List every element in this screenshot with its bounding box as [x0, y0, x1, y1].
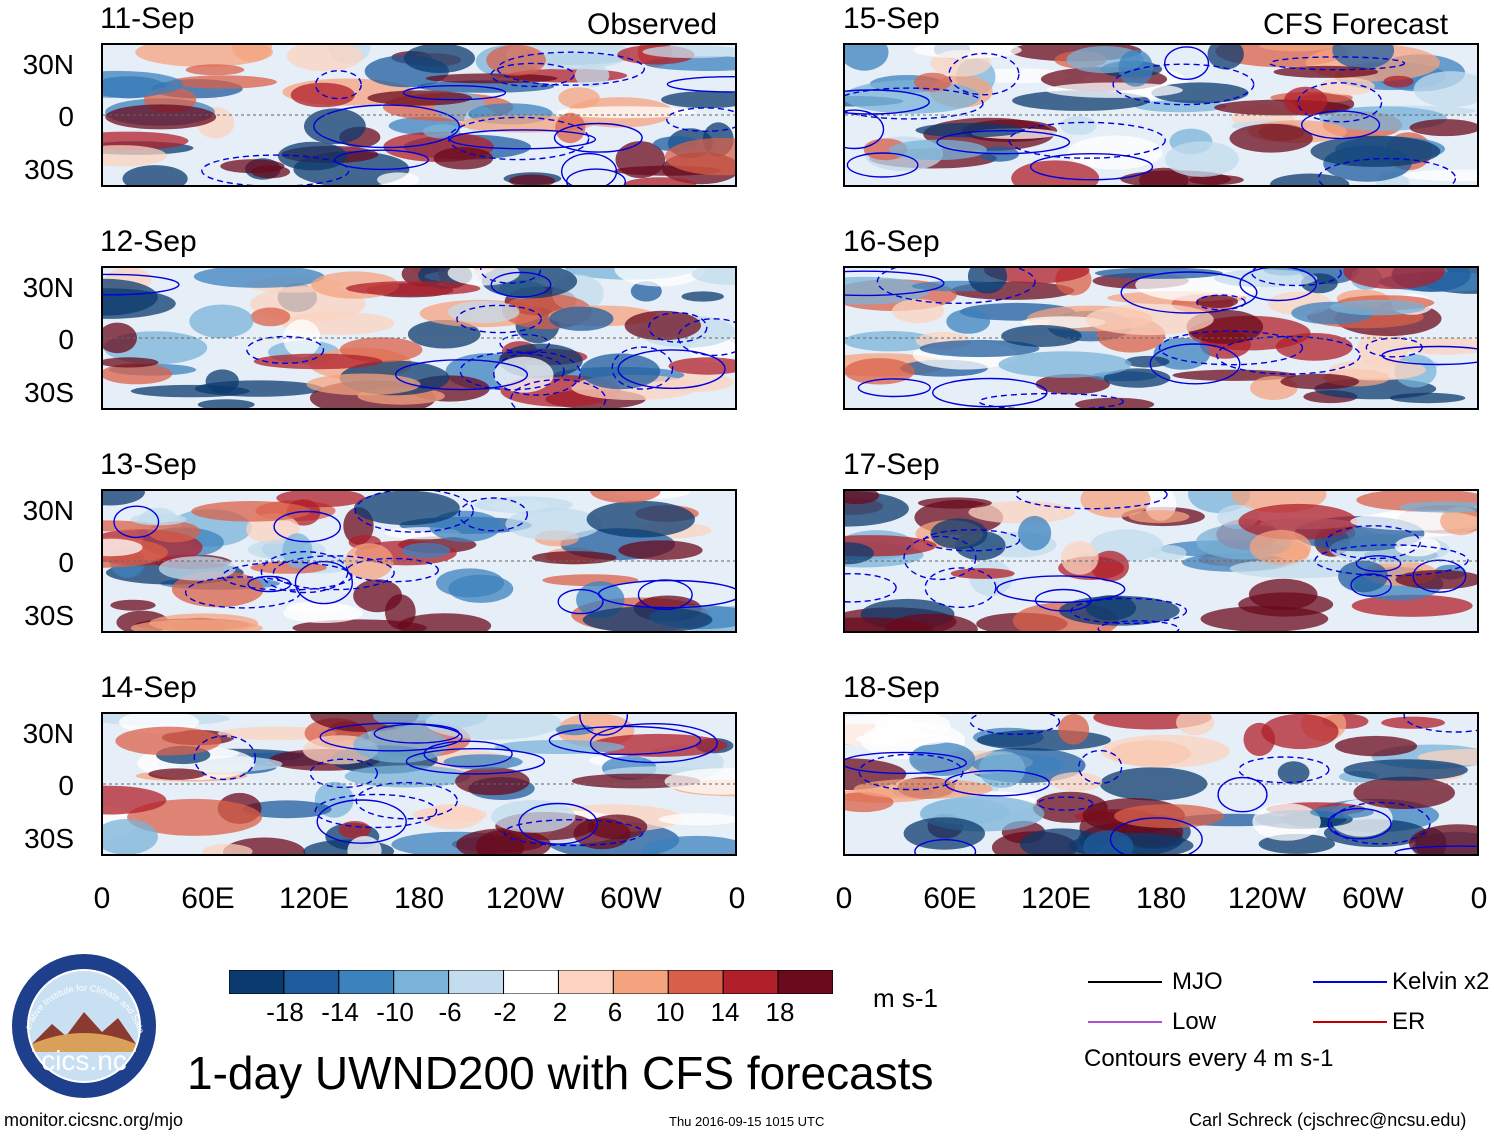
map-panel-fc-2: [843, 266, 1479, 410]
colorbar-tick: -14: [321, 997, 359, 1027]
footer-timestamp: Thu 2016-09-15 1015 UTC: [669, 1114, 825, 1129]
map-panel-obs-3: [101, 489, 737, 633]
lon-label: 0: [93, 882, 111, 915]
lat-label-30s: 30S: [24, 154, 74, 185]
legend-er: ER: [1392, 1008, 1426, 1035]
main-title: 1-day UWND200 with CFS forecasts: [187, 1047, 934, 1099]
obs-date-2: 12-Sep: [100, 225, 197, 258]
lon-label: 0: [1470, 882, 1488, 915]
map-panel-obs-1: [101, 43, 737, 187]
colorbar-swatch: [338, 969, 395, 995]
lat-label-eq: 0: [58, 547, 74, 578]
colorbar-tick: 14: [710, 997, 740, 1027]
lat-label-30n: 30N: [22, 272, 74, 303]
legend-low-line: [1088, 1021, 1162, 1023]
colorbar-tick: -10: [376, 997, 414, 1027]
colorbar-tick: -2: [493, 997, 517, 1027]
lat-label-30s: 30S: [24, 600, 74, 631]
lat-label-30n: 30N: [22, 495, 74, 526]
lat-label-eq: 0: [58, 101, 74, 132]
colorbar-swatch: [393, 969, 450, 995]
colorbar-tick: 18: [765, 997, 795, 1027]
colorbar-tick: -18: [266, 997, 304, 1027]
lon-label: 120E: [278, 882, 350, 915]
lat-label-eq: 0: [58, 324, 74, 355]
lon-label: 60W: [600, 882, 662, 915]
colorbar-swatch: [612, 969, 669, 995]
map-panel-obs-4: [101, 712, 737, 856]
lon-label: 120W: [1227, 882, 1307, 915]
logo-text: cics.nc: [41, 1045, 127, 1076]
lat-label-eq: 0: [58, 770, 74, 801]
forecast-header: CFS Forecast: [1263, 8, 1449, 41]
lat-label-30s: 30S: [24, 823, 74, 854]
colorbar-swatch: [228, 969, 285, 995]
lat-label-30n: 30N: [22, 49, 74, 80]
map-panel-obs-2: [101, 266, 737, 410]
obs-date-4: 14-Sep: [100, 671, 197, 704]
legend-contour-note: Contours every 4 m s-1: [1084, 1045, 1334, 1072]
lon-label: 60W: [1342, 882, 1404, 915]
fc-date-1: 15-Sep: [843, 2, 940, 35]
colorbar-tick: -6: [438, 997, 462, 1027]
fc-date-2: 16-Sep: [843, 225, 940, 258]
legend-low: Low: [1172, 1008, 1217, 1035]
lon-label: 180: [393, 882, 445, 915]
legend-er-line: [1313, 1021, 1387, 1023]
colorbar-swatch: [777, 969, 834, 995]
map-panel-fc-4: [843, 712, 1479, 856]
map-panel-fc-1: [843, 43, 1479, 187]
colorbar-units: m s-1: [873, 983, 938, 1013]
colorbar-tick: 2: [552, 997, 568, 1027]
colorbar-swatch: [557, 969, 614, 995]
legend-mjo-line: [1088, 981, 1162, 983]
lat-label-30s: 30S: [24, 377, 74, 408]
obs-date-1: 11-Sep: [100, 2, 195, 35]
observed-header: Observed: [587, 8, 718, 41]
colorbar-tick: 6: [607, 997, 623, 1027]
colorbar-swatch: [722, 969, 779, 995]
lon-label: 180: [1135, 882, 1187, 915]
colorbar-tick: 10: [655, 997, 685, 1027]
fc-date-4: 18-Sep: [843, 671, 940, 704]
colorbar-swatch: [448, 969, 505, 995]
lon-label: 0: [835, 882, 853, 915]
colorbar-swatch: [283, 969, 340, 995]
colorbar: [228, 969, 834, 995]
cics-logo: Cooperative Institute for Climate and Sa…: [7, 944, 158, 1100]
lon-label: 0: [728, 882, 746, 915]
footer-author: Carl Schreck (cjschrec@ncsu.edu): [1189, 1110, 1467, 1130]
legend-kelvin-line: [1313, 981, 1387, 983]
lon-label: 120E: [1020, 882, 1092, 915]
legend-mjo: MJO: [1172, 968, 1223, 995]
lat-label-30n: 30N: [22, 718, 74, 749]
fc-date-3: 17-Sep: [843, 448, 940, 481]
colorbar-swatch: [667, 969, 724, 995]
obs-date-3: 13-Sep: [100, 448, 197, 481]
map-panel-fc-3: [843, 489, 1479, 633]
legend-kelvin: Kelvin x2: [1392, 968, 1490, 995]
colorbar-swatch: [503, 969, 559, 995]
lon-label: 120W: [485, 882, 565, 915]
lon-label: 60E: [923, 882, 977, 915]
footer-url: monitor.cicsnc.org/mjo: [4, 1110, 184, 1130]
lon-label: 60E: [181, 882, 235, 915]
